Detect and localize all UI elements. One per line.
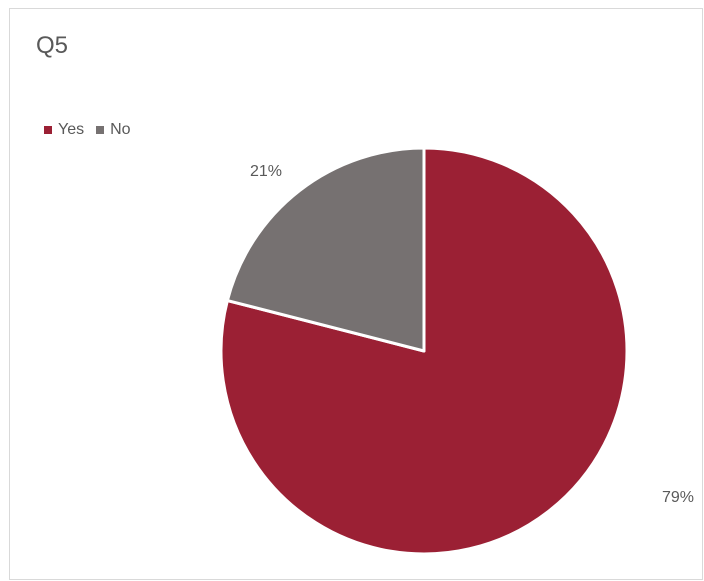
data-label-yes: 79% [662, 489, 694, 506]
pie-slices [221, 148, 627, 554]
data-label-no: 21% [250, 163, 282, 180]
